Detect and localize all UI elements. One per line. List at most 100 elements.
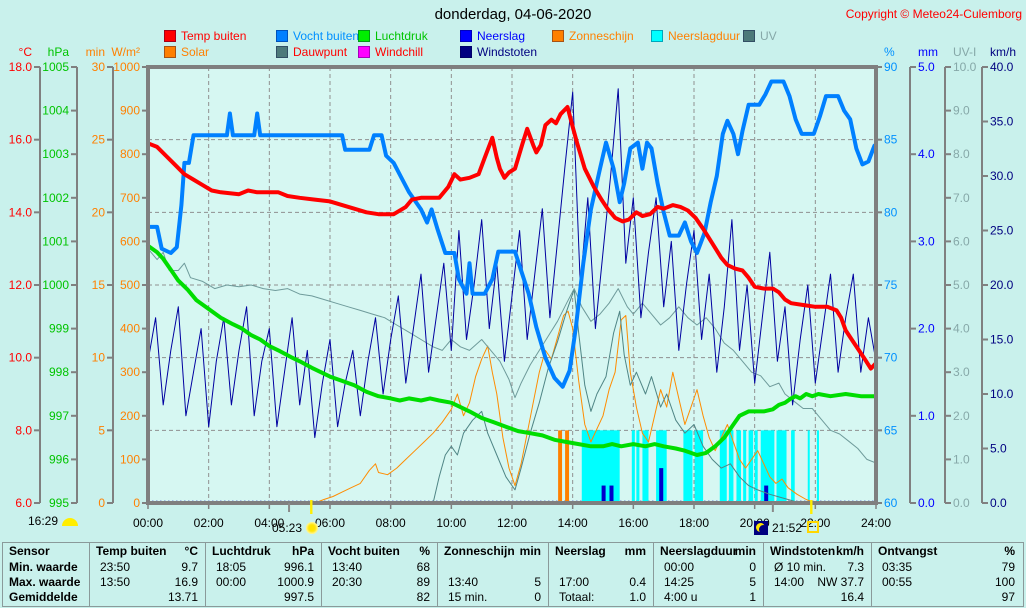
- legend-item-uv: UV: [743, 29, 777, 43]
- axis-label: 2.0: [953, 409, 970, 423]
- axis-label: 16:00: [618, 516, 648, 530]
- axis-label: 20.0: [990, 278, 1014, 292]
- legend-label: Windstoten: [477, 45, 538, 59]
- table-cell: 996.1: [283, 560, 314, 574]
- table-cell: %: [1004, 544, 1015, 558]
- series-neerslagduur-bar: [728, 430, 734, 503]
- series-neerslagduur-bar: [807, 430, 810, 503]
- axis-label: UV-I: [953, 45, 976, 59]
- legend-item-zonneschijn: Zonneschijn: [552, 29, 634, 43]
- table-cell: 89: [416, 575, 430, 589]
- legend-item-solar: Solar: [164, 45, 209, 59]
- axis-label: hPa: [48, 45, 70, 59]
- axis-label: mm: [918, 45, 938, 59]
- table-cell: 00:55: [882, 575, 913, 589]
- axis-label: 1000: [113, 60, 140, 74]
- table-cell: Sensor: [9, 544, 50, 558]
- legend-label: Luchtdruk: [375, 29, 428, 43]
- series-neerslag-bar: [609, 485, 614, 503]
- axis-label: 14.0: [9, 205, 33, 219]
- axis-label: W/m²: [111, 45, 140, 59]
- series-neerslag-bar: [764, 485, 769, 503]
- table-cell: Luchtdruk: [212, 544, 271, 558]
- table-cell: Neerslag: [555, 544, 606, 558]
- moon-icon: [754, 521, 768, 535]
- table-cell: Zonneschijn: [444, 544, 515, 558]
- legend-swatch: [460, 46, 472, 58]
- axis-label: 90: [884, 60, 898, 74]
- table-cell: °C: [184, 544, 198, 558]
- axis-label: 30.0: [990, 169, 1014, 183]
- axis-label: 997: [49, 409, 69, 423]
- moonset-annotation: 16:29: [28, 514, 79, 528]
- axis-label: 10.0: [9, 351, 33, 365]
- axis-label: 65: [884, 423, 898, 437]
- axis-label: 20: [92, 205, 106, 219]
- axis-label: 70: [884, 351, 898, 365]
- axis-label: 300: [120, 365, 140, 379]
- series-neerslagduur-bar: [694, 430, 704, 503]
- moonset-icon: [62, 518, 79, 526]
- axis-label: 999: [49, 322, 69, 336]
- axis-label: 30: [92, 60, 106, 74]
- table-cell: 4:00 u: [664, 590, 698, 604]
- table-col-neerslagduur: Neerslagduur min 00:00 0 14:25 5 4:00 u 1: [653, 543, 763, 606]
- series-dauwpunt-line: [147, 248, 877, 464]
- table-cell: 68: [416, 560, 430, 574]
- moonphase-square-icon: [807, 521, 820, 533]
- table-cell: mm: [624, 544, 646, 558]
- axis-label: km/h: [990, 45, 1016, 59]
- table-cell: 03:35: [882, 560, 913, 574]
- sun-icon: [306, 522, 319, 534]
- axis-label: 200: [120, 409, 140, 423]
- table-cell: 0.4: [629, 575, 646, 589]
- table-cell: 17:00: [559, 575, 590, 589]
- legend-swatch: [651, 30, 663, 42]
- axis-label: 0: [133, 496, 140, 510]
- table-cell: %: [419, 544, 430, 558]
- sunset-time: 21:52: [772, 521, 803, 535]
- table-cell: 13:40: [332, 560, 363, 574]
- table-cell: Max. waarde: [9, 575, 81, 589]
- axis-label: 400: [120, 322, 140, 336]
- series-vocht_buiten-line: [146, 79, 878, 389]
- axis-label: 06:00: [315, 516, 345, 530]
- axis-label: 1.0: [918, 409, 935, 423]
- series-neerslag-bar: [601, 485, 606, 503]
- axis-label: 5.0: [953, 278, 970, 292]
- table-cell: 0: [534, 590, 541, 604]
- axis-label: 1004: [42, 104, 69, 118]
- axis-label: 75: [884, 278, 898, 292]
- legend-swatch: [164, 46, 176, 58]
- legend-swatch: [276, 46, 288, 58]
- series-neerslagduur-bar: [636, 430, 640, 503]
- table-cell: km/h: [835, 544, 864, 558]
- legend-label: Neerslagduur: [668, 29, 741, 43]
- table-cell: 16.9: [174, 575, 198, 589]
- copyright-text: Copyright © Meteo24-Culemborg: [845, 7, 1022, 21]
- series-neerslagduur-bar: [754, 430, 758, 503]
- table-col-luchtdruk: Luchtdruk hPa 18:05 996.1 00:00 1000.9 997.5: [205, 543, 321, 606]
- series-luchtdruk-line: [146, 243, 878, 457]
- table-cell: Ø 10 min.: [774, 560, 827, 574]
- legend-swatch: [743, 30, 755, 42]
- moonset-time: 16:29: [28, 514, 59, 528]
- axis-label: 12:00: [497, 516, 527, 530]
- legend-swatch: [552, 30, 564, 42]
- table-cell: Totaal:: [559, 590, 595, 604]
- series-zonneschijn-bar: [565, 430, 570, 503]
- table-cell: 13.71: [167, 590, 198, 604]
- axis-label: 10:00: [436, 516, 466, 530]
- axis-label: 1000: [42, 278, 69, 292]
- table-cell: Temp buiten: [96, 544, 167, 558]
- axis-label: 04:00: [254, 516, 284, 530]
- table-cell: 9.7: [181, 560, 198, 574]
- axis-label: 3.0: [953, 365, 970, 379]
- axis-label: 996: [49, 452, 69, 466]
- table-cell: 00:00: [216, 575, 247, 589]
- series-neerslagduur-bar: [581, 430, 620, 503]
- series-neerslagduur-bar: [736, 430, 742, 503]
- axis-label: 15: [92, 278, 106, 292]
- axis-label: 15.0: [990, 333, 1014, 347]
- axis-label: 8.0: [15, 423, 32, 437]
